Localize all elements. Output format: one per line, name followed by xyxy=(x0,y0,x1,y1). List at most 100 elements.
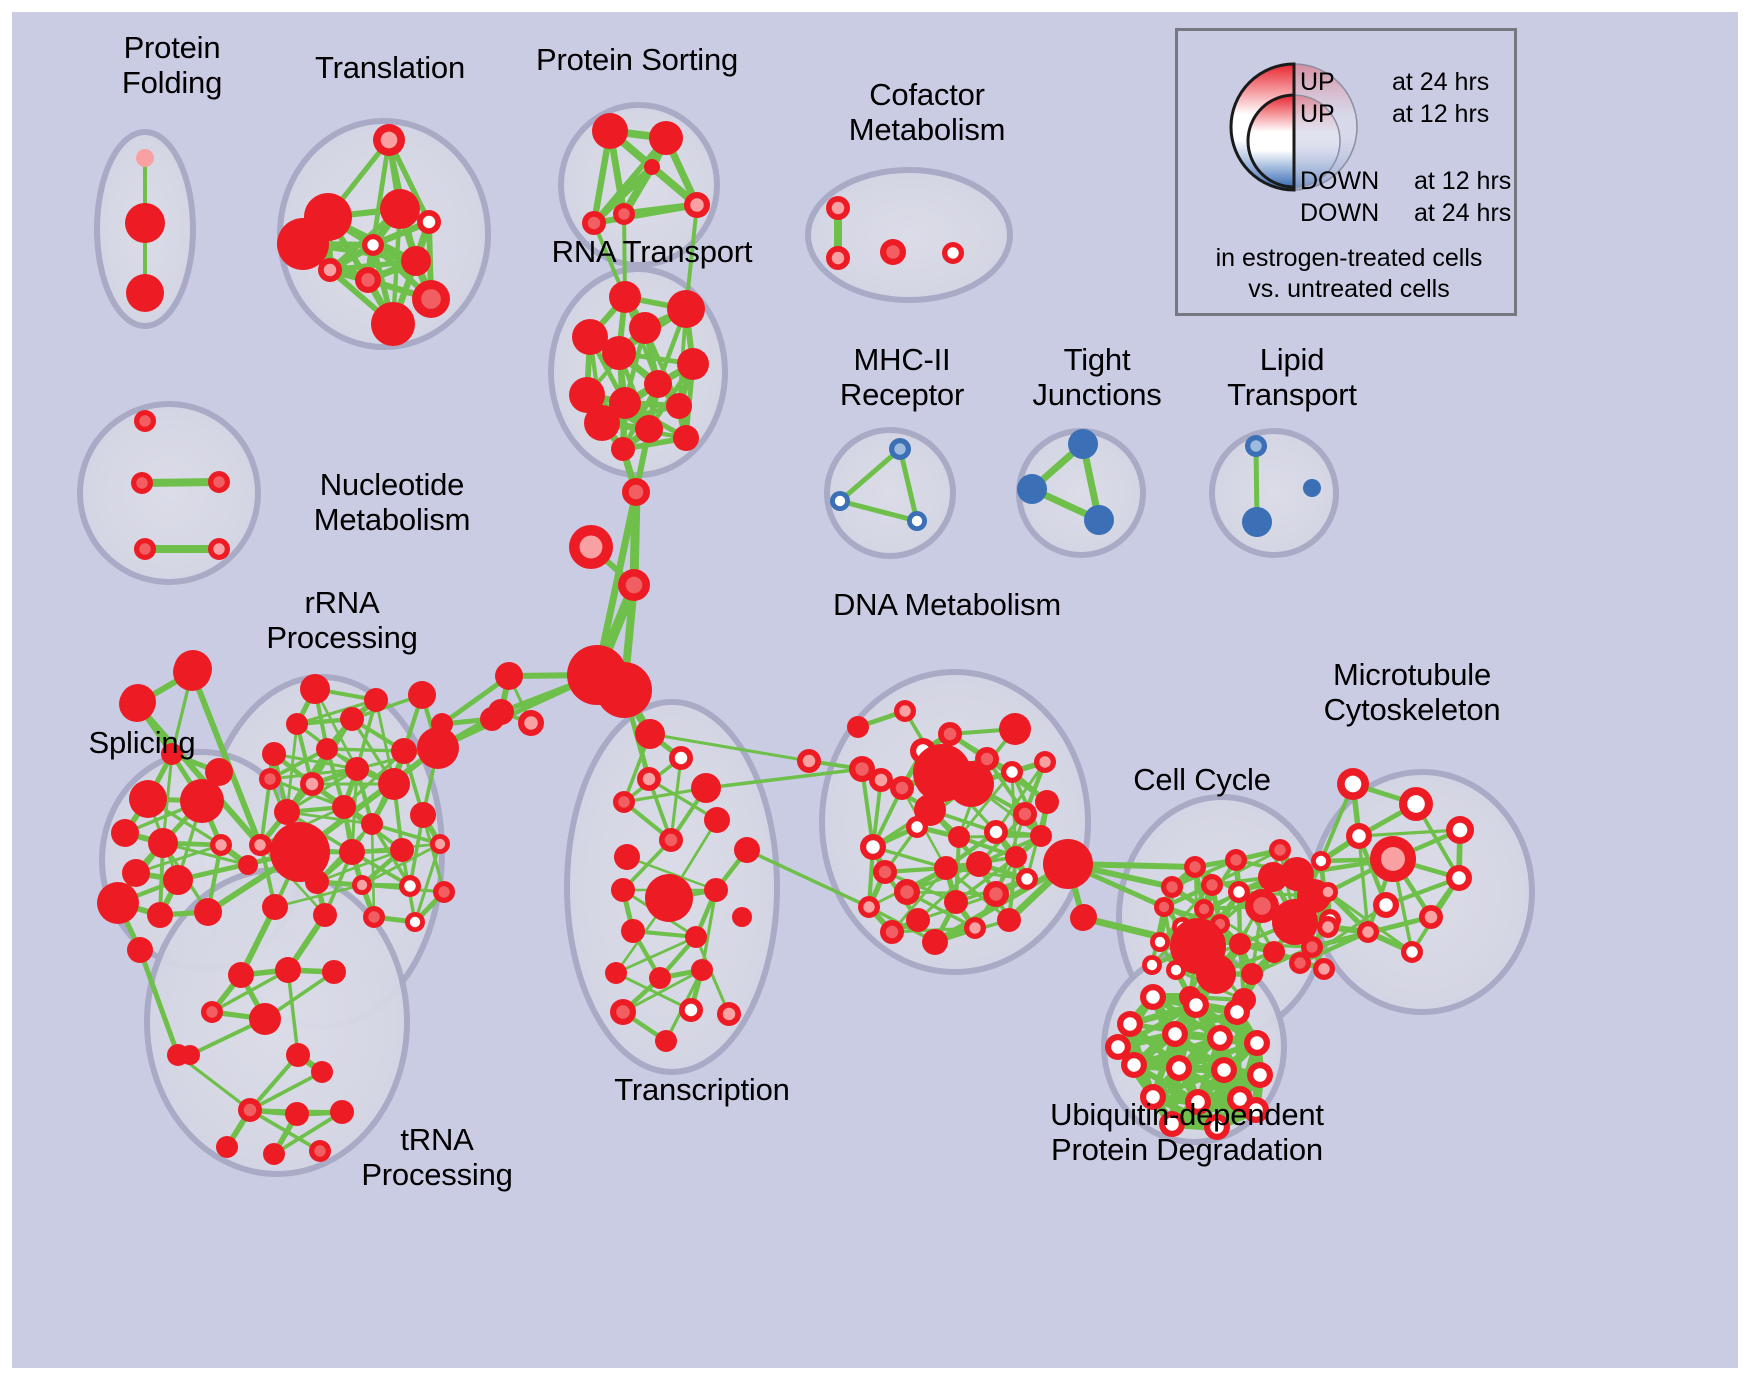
node-dna-metabolism[interactable] xyxy=(906,816,928,838)
node-rna-transport[interactable] xyxy=(644,370,672,398)
node-nucleotide-metabolism[interactable] xyxy=(208,538,230,560)
node-rrna-processing[interactable] xyxy=(259,768,281,790)
node-rna-transport[interactable] xyxy=(673,425,699,451)
node-transcription[interactable] xyxy=(691,773,721,803)
node-transcription[interactable] xyxy=(613,791,635,813)
node-dna-metabolism[interactable] xyxy=(999,713,1031,745)
node-rna-transport[interactable] xyxy=(666,393,692,419)
node-microtubule-cytoskeleton[interactable] xyxy=(1399,787,1433,821)
node-protein-sorting[interactable] xyxy=(644,159,660,175)
node-dna-metabolism[interactable] xyxy=(1016,868,1038,890)
node-rna-transport[interactable] xyxy=(635,415,663,443)
node-rrna-processing[interactable] xyxy=(364,688,388,712)
node-protein-sorting[interactable] xyxy=(613,203,635,225)
node-rrna-processing[interactable] xyxy=(332,795,356,819)
node-rrna-processing[interactable] xyxy=(262,742,286,766)
node-ubiquitin-degradation[interactable] xyxy=(1166,1055,1192,1081)
node-cofactor-metabolism[interactable] xyxy=(826,196,850,220)
node-protein-sorting[interactable] xyxy=(684,192,710,218)
node-transcription[interactable] xyxy=(611,878,635,902)
node-transcription[interactable] xyxy=(734,837,760,863)
node-cell-cycle[interactable] xyxy=(1269,839,1291,861)
node-hub[interactable] xyxy=(431,713,453,735)
node-transcription[interactable] xyxy=(685,926,707,948)
node-microtubule-cytoskeleton[interactable] xyxy=(1401,941,1423,963)
node-dna-metabolism[interactable] xyxy=(964,917,986,939)
node-microtubule-cytoskeleton[interactable] xyxy=(1446,816,1474,844)
node-tight-junctions[interactable] xyxy=(1017,474,1047,504)
node-trna-processing[interactable] xyxy=(228,962,254,988)
node-dna-metabolism[interactable] xyxy=(873,860,897,884)
node-rna-transport[interactable] xyxy=(572,319,608,355)
node-dna-metabolism[interactable] xyxy=(1030,825,1052,847)
node-cell-cycle[interactable] xyxy=(1194,899,1214,919)
node-cell-cycle[interactable] xyxy=(1184,856,1206,878)
node-splicing[interactable] xyxy=(147,902,173,928)
node-rrna-processing[interactable] xyxy=(270,822,330,882)
node-cell-cycle[interactable] xyxy=(1161,876,1183,898)
node-microtubule-cytoskeleton[interactable] xyxy=(1317,916,1339,938)
node-cell-cycle[interactable] xyxy=(1225,849,1247,871)
node-rna-transport[interactable] xyxy=(629,312,661,344)
node-rna-transport[interactable] xyxy=(609,281,641,313)
node-protein-sorting[interactable] xyxy=(649,121,683,155)
node-ubiquitin-degradation[interactable] xyxy=(1140,984,1166,1010)
node-cell-cycle[interactable] xyxy=(1272,899,1318,945)
node-trna-processing[interactable] xyxy=(309,1140,331,1162)
node-splicing[interactable] xyxy=(111,819,139,847)
node-ubiquitin-degradation[interactable] xyxy=(1185,1089,1211,1115)
node-satellite[interactable] xyxy=(249,834,271,856)
node-ubiquitin-degradation[interactable] xyxy=(1207,1025,1233,1051)
node-rrna-processing[interactable] xyxy=(391,738,417,764)
node-microtubule-cytoskeleton[interactable] xyxy=(1289,952,1311,974)
node-hub[interactable] xyxy=(596,662,652,718)
node-rrna-processing[interactable] xyxy=(417,727,459,769)
node-ubiquitin-degradation[interactable] xyxy=(1162,1021,1188,1047)
node-rna-transport[interactable] xyxy=(611,437,635,461)
node-splicing[interactable] xyxy=(127,937,153,963)
node-protein-folding[interactable] xyxy=(136,149,154,167)
node-rrna-processing[interactable] xyxy=(345,757,369,781)
node-trna-processing[interactable] xyxy=(311,1061,333,1083)
node-splicing[interactable] xyxy=(97,882,139,924)
node-hub[interactable] xyxy=(618,569,650,601)
node-ubiquitin-degradation[interactable] xyxy=(1204,1114,1230,1140)
node-lipid-transport[interactable] xyxy=(1303,479,1321,497)
node-rna-transport[interactable] xyxy=(609,387,641,419)
node-cell-cycle[interactable] xyxy=(1150,932,1170,952)
node-translation[interactable] xyxy=(362,234,384,256)
node-ubiquitin-degradation[interactable] xyxy=(1121,1052,1147,1078)
node-dna-metabolism[interactable] xyxy=(1001,761,1023,783)
node-rrna-processing[interactable] xyxy=(313,903,337,927)
node-dna-metabolism[interactable] xyxy=(1035,790,1059,814)
node-cell-cycle[interactable] xyxy=(1301,936,1323,958)
node-tight-junctions[interactable] xyxy=(1068,429,1098,459)
node-nucleotide-metabolism[interactable] xyxy=(208,471,230,493)
node-cell-cycle[interactable] xyxy=(1201,874,1223,896)
node-transcription[interactable] xyxy=(649,967,671,989)
node-protein-folding[interactable] xyxy=(125,203,165,243)
node-ubiquitin-degradation[interactable] xyxy=(1224,999,1250,1025)
node-rrna-processing[interactable] xyxy=(300,674,330,704)
node-rrna-processing[interactable] xyxy=(408,681,436,709)
node-splicing[interactable] xyxy=(238,855,258,875)
node-trna-processing[interactable] xyxy=(263,1143,285,1165)
node-dna-metabolism[interactable] xyxy=(934,856,958,880)
node-microtubule-cytoskeleton[interactable] xyxy=(1419,905,1443,929)
node-dna-metabolism[interactable] xyxy=(1013,802,1037,826)
node-transcription[interactable] xyxy=(614,844,640,870)
node-splicing[interactable] xyxy=(129,780,167,818)
node-dna-metabolism[interactable] xyxy=(984,820,1008,844)
node-satellite[interactable] xyxy=(180,1045,200,1065)
node-transcription[interactable] xyxy=(704,807,730,833)
node-splicing[interactable] xyxy=(163,865,193,895)
node-rrna-processing[interactable] xyxy=(363,906,385,928)
node-splicing[interactable] xyxy=(180,779,224,823)
node-translation[interactable] xyxy=(412,280,450,318)
node-transcription[interactable] xyxy=(691,959,713,981)
node-dna-metabolism[interactable] xyxy=(922,929,948,955)
node-lipid-transport[interactable] xyxy=(1245,435,1267,457)
node-splicing[interactable] xyxy=(205,758,233,786)
node-ubiquitin-degradation[interactable] xyxy=(1140,1084,1166,1110)
node-trna-processing[interactable] xyxy=(216,1136,238,1158)
